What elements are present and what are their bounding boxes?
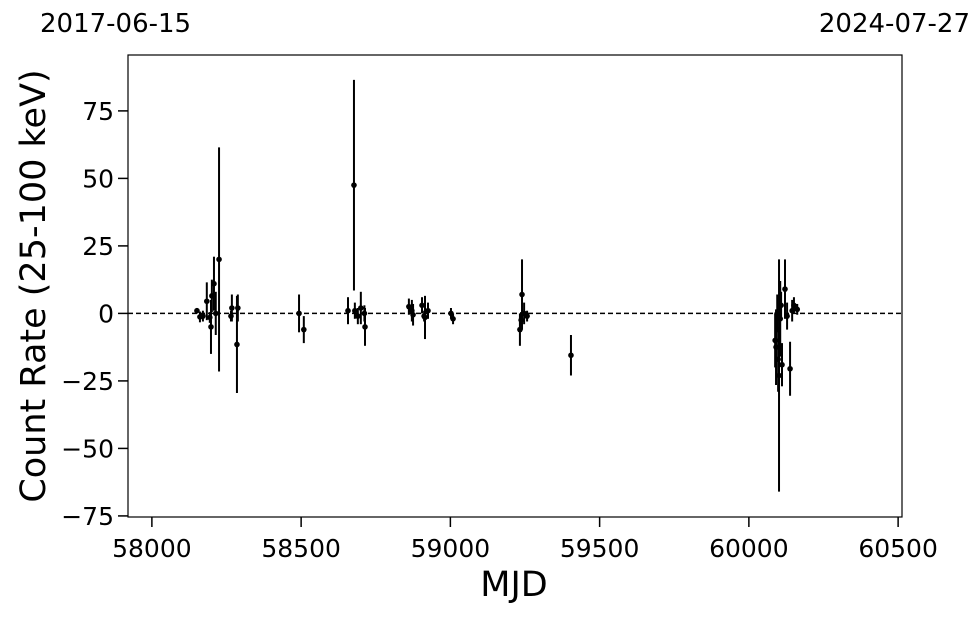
- data-point: [296, 310, 302, 317]
- plot-frame: [127, 54, 903, 518]
- y-tick-label: 0: [98, 299, 114, 328]
- y-tick-label: −50: [61, 434, 114, 463]
- top-right-label: 2024-07-27: [819, 9, 970, 39]
- data-point: [229, 305, 235, 311]
- data-point: [524, 313, 530, 319]
- data-point: [358, 305, 364, 311]
- data-point: [425, 307, 431, 314]
- y-tick-label: 75: [82, 97, 114, 126]
- x-axis-label: MJD: [480, 565, 547, 605]
- y-tick-label: −25: [61, 367, 114, 396]
- data-point: [410, 311, 416, 318]
- data-point: [211, 280, 217, 287]
- data-point: [204, 298, 210, 305]
- data-point: [352, 307, 358, 314]
- data-point: [194, 307, 200, 314]
- data-point: [791, 302, 797, 309]
- data-point: [782, 286, 788, 292]
- data-point: [355, 313, 361, 319]
- data-point: [568, 352, 574, 359]
- data-point: [200, 313, 206, 319]
- x-tick-label: 60500: [858, 534, 938, 563]
- data-point: [422, 314, 428, 321]
- data-point: [345, 307, 351, 314]
- y-axis-label: Count Rate (25-100 keV): [14, 69, 54, 502]
- x-tick-label: 59500: [560, 534, 640, 563]
- x-tick-label: 59000: [411, 534, 491, 563]
- x-tick-label: 58000: [112, 534, 192, 563]
- data-point: [519, 291, 525, 298]
- y-tick-label: 25: [82, 232, 114, 261]
- data-point: [794, 306, 801, 313]
- data-point: [235, 305, 241, 311]
- data-point: [351, 182, 357, 188]
- data-point: [784, 313, 790, 319]
- data-point: [362, 324, 368, 330]
- data-point: [301, 326, 307, 333]
- top-left-label: 2017-06-15: [40, 9, 191, 39]
- y-tick-label: −75: [61, 502, 114, 531]
- data-point: [419, 302, 425, 309]
- data-point: [234, 341, 240, 348]
- data-point: [212, 310, 219, 317]
- x-tick-label: 58500: [261, 534, 341, 563]
- data-point: [208, 324, 214, 330]
- data-point: [406, 303, 412, 310]
- y-tick-label: 50: [82, 164, 114, 193]
- data-point: [787, 365, 793, 372]
- x-tick-label: 60000: [709, 534, 789, 563]
- data-point: [776, 372, 782, 379]
- data-point: [450, 316, 456, 322]
- data-point: [216, 256, 222, 263]
- data-point: [779, 361, 785, 368]
- data-point: [778, 302, 784, 309]
